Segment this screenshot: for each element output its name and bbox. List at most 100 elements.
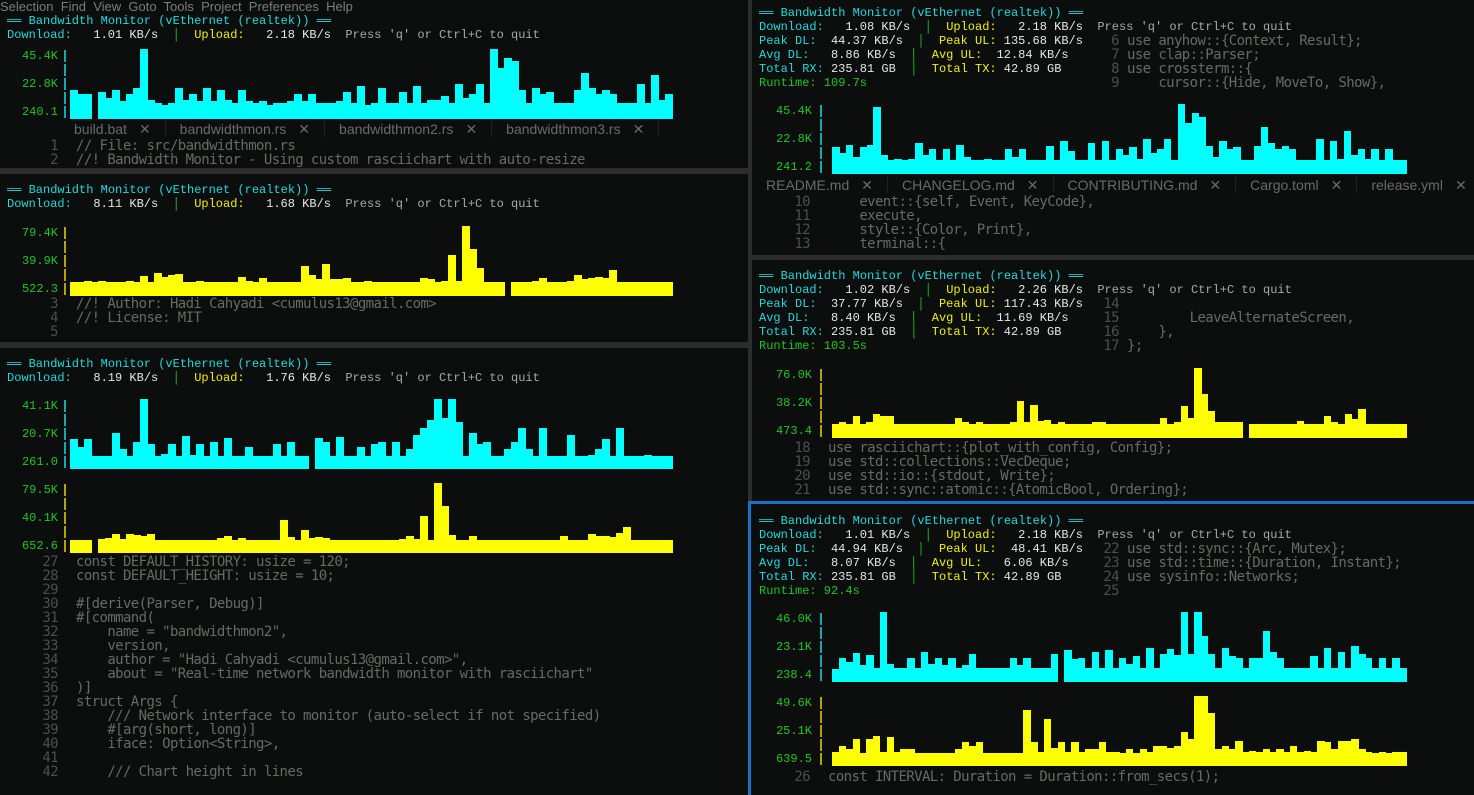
bar-download (469, 432, 477, 469)
bar-download (119, 101, 127, 119)
y-axis-label: 522.3 (21, 282, 58, 296)
close-icon[interactable]: ✕ (1330, 177, 1343, 193)
bar-upload (623, 281, 631, 296)
bar-upload (1399, 424, 1407, 438)
quit-hint: Press 'q' or Ctrl+C to quit (1097, 528, 1292, 542)
stat-value: 12.84 KB/s (996, 48, 1069, 62)
y-axis-tick (820, 161, 822, 173)
editor-tab[interactable]: bandwidthmon3.rs ✕ (492, 121, 660, 137)
bar-download (997, 160, 1006, 174)
bar-upload (914, 752, 922, 766)
bar-upload (301, 530, 309, 553)
bar-download (574, 455, 582, 469)
bar-download (511, 441, 519, 469)
close-icon[interactable]: ✕ (861, 177, 873, 193)
pane-title: ══ Bandwidth Monitor (vEthernet (realtek… (7, 183, 332, 197)
bar-download (133, 441, 141, 469)
peak-line: Peak DL: 44.37 KB/s │ Peak UL: 135.68 KB/s (759, 34, 1083, 48)
pane-divider[interactable] (0, 168, 748, 174)
bar-upload (329, 539, 337, 553)
bar-upload (77, 281, 85, 296)
y-axis-tick (64, 400, 66, 412)
bar-download (1105, 649, 1113, 682)
close-icon[interactable]: ✕ (1209, 177, 1222, 193)
bar-download (873, 668, 881, 682)
y-axis-label: 639.5 (775, 752, 812, 766)
code-line: 22 use std::sync::{Arc, Mutex}; (1095, 542, 1346, 556)
total-line: Total RX: 235.81 GB │ Total TX: 42.89 GB (759, 62, 1061, 76)
bar-upload (1378, 751, 1387, 766)
bandwidth-monitor-pane[interactable]: ══ Bandwidth Monitor (vEthernet (realtek… (0, 174, 748, 342)
bandwidth-monitor-pane[interactable]: ══ Bandwidth Monitor (vEthernet (realtek… (752, 0, 1474, 255)
y-axis-tick (820, 725, 822, 737)
editor-tab[interactable]: README.md ✕ (752, 177, 888, 193)
code-line: 38 /// Network interface to monitor (aut… (0, 709, 601, 723)
pane-divider[interactable] (0, 342, 748, 348)
plot-area (70, 49, 673, 119)
bar-upload (1037, 751, 1045, 766)
bar-upload (866, 421, 874, 438)
bar-download (1246, 160, 1255, 174)
bar-upload (476, 267, 484, 296)
bandwidth-monitor-pane[interactable]: ══ Bandwidth Monitor (vEthernet (realtek… (0, 348, 748, 795)
bar-download (1108, 160, 1117, 174)
bar-upload (189, 281, 197, 296)
bar-upload (1153, 423, 1161, 438)
code-text: cursor::{Hide, MoveTo, Show}, (1127, 75, 1386, 91)
bandwidth-monitor-pane[interactable]: ══ Bandwidth Monitor (vEthernet (realtek… (0, 0, 748, 168)
editor-tab[interactable]: build.bat ✕ (60, 121, 166, 137)
bar-upload (1214, 421, 1223, 438)
close-icon[interactable]: ✕ (465, 121, 478, 137)
bar-download (259, 455, 267, 469)
editor-tab[interactable]: CONTRIBUTING.md ✕ (1054, 177, 1237, 193)
line-number: 30 (42, 596, 58, 612)
bar-download (970, 160, 978, 174)
stat-value: 2.18 KB/s (1018, 528, 1083, 542)
editor-tab[interactable]: bandwidthmon.rs ✕ (166, 121, 326, 137)
close-icon[interactable]: ✕ (298, 121, 311, 137)
bar-download (1281, 145, 1290, 174)
pane-divider[interactable] (752, 255, 1474, 260)
bandwidth-monitor-pane[interactable]: ══ Bandwidth Monitor (vEthernet (realtek… (752, 503, 1474, 795)
bar-upload (420, 516, 428, 553)
stat-label: Total RX: (759, 570, 824, 584)
bar-download (322, 441, 330, 469)
close-icon[interactable]: ✕ (1454, 177, 1467, 193)
bandwidth-monitor-pane[interactable]: ══ Bandwidth Monitor (vEthernet (realtek… (752, 260, 1474, 500)
bar-download (1357, 149, 1366, 174)
bar-download (1173, 654, 1182, 682)
bar-upload (140, 536, 148, 553)
editor-tab[interactable]: Cargo.toml ✕ (1236, 177, 1358, 193)
editor-tab[interactable]: bandwidthmon2.rs ✕ (325, 121, 493, 137)
bar-download (942, 149, 951, 174)
bar-download (301, 455, 309, 469)
bar-download (852, 652, 860, 682)
bar-upload (989, 424, 997, 438)
separator: │ (172, 197, 180, 211)
pane-divider-vertical[interactable] (748, 0, 752, 501)
editor-menubar[interactable]: Selection Find View Goto Tools Project P… (0, 0, 353, 14)
bar-download (490, 49, 498, 119)
bar-upload (364, 281, 372, 296)
close-icon[interactable]: ✕ (1026, 177, 1039, 193)
peak-line: Peak DL: 37.77 KB/s │ Peak UL: 117.43 KB/s (759, 297, 1083, 311)
code-line: 11 execute, (752, 209, 922, 223)
y-axis-tick (64, 283, 66, 295)
bar-upload (119, 281, 127, 296)
bar-upload (1344, 413, 1352, 438)
close-icon[interactable]: ✕ (138, 121, 151, 137)
close-icon[interactable]: ✕ (632, 121, 645, 137)
line-number: 10 (794, 194, 810, 210)
editor-tab[interactable]: CHANGELOG.md ✕ (888, 177, 1054, 193)
bar-download (161, 105, 169, 119)
bar-download (1226, 149, 1234, 174)
editor-tab[interactable]: release.yml ✕ (1357, 177, 1474, 193)
y-axis-tick (820, 383, 822, 395)
bar-upload (588, 533, 596, 553)
bar-download (1125, 663, 1134, 682)
bar-upload (996, 423, 1004, 438)
bar-download (245, 101, 253, 119)
stat-label: Total RX: (759, 325, 824, 339)
bar-download (483, 103, 491, 119)
bar-upload (350, 281, 358, 296)
